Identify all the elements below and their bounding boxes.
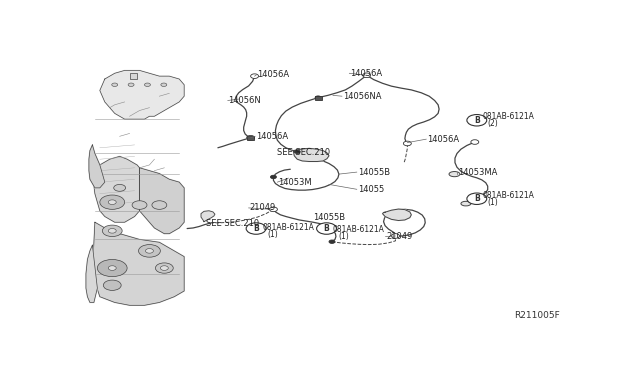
Circle shape [145,83,150,86]
Polygon shape [92,156,140,222]
Text: 081AB-6121A: 081AB-6121A [483,112,534,121]
Circle shape [294,150,300,154]
Circle shape [246,223,266,234]
Polygon shape [92,222,184,305]
Polygon shape [383,209,412,221]
Bar [129,73,137,79]
Circle shape [108,200,116,205]
Text: 14056N: 14056N [228,96,260,105]
Circle shape [328,226,333,230]
Circle shape [471,140,479,144]
Circle shape [132,201,147,209]
Circle shape [108,266,116,270]
Polygon shape [86,245,97,302]
Text: 081AB-6121A: 081AB-6121A [483,190,534,199]
Polygon shape [140,168,184,234]
Text: SEE SEC.210: SEE SEC.210 [207,219,260,228]
Text: SEE SEC.210: SEE SEC.210 [277,148,330,157]
Text: 14056A: 14056A [428,135,460,144]
Text: (1): (1) [488,198,499,207]
Circle shape [329,240,335,243]
Ellipse shape [449,171,460,177]
Circle shape [315,96,321,99]
Bar [247,136,254,140]
Circle shape [403,141,412,146]
Text: 14055B: 14055B [358,168,390,177]
Circle shape [246,135,255,140]
Text: 14056A: 14056A [256,132,288,141]
Circle shape [467,193,487,205]
Polygon shape [89,145,105,188]
Circle shape [269,207,277,212]
Polygon shape [201,211,215,222]
Text: B: B [474,116,479,125]
Circle shape [108,228,116,233]
Text: 081AB-6121A: 081AB-6121A [333,225,385,234]
Bar [315,96,321,100]
Text: (1): (1) [338,232,349,241]
Text: 14056A: 14056A [350,69,383,78]
Circle shape [128,83,134,86]
Circle shape [156,263,173,273]
Text: 14055: 14055 [358,185,384,194]
Text: 21049: 21049 [250,203,276,212]
Text: 14053M: 14053M [278,178,312,187]
Circle shape [271,175,276,179]
Circle shape [161,83,167,86]
Circle shape [112,83,118,86]
Text: (1): (1) [268,230,278,239]
Circle shape [152,201,167,209]
Circle shape [114,185,125,191]
Text: B: B [474,194,479,203]
Text: 081AB-6121A: 081AB-6121A [262,223,314,232]
Polygon shape [293,148,329,161]
Circle shape [363,73,371,78]
Polygon shape [100,70,184,119]
Text: (2): (2) [488,119,499,128]
Ellipse shape [461,201,471,206]
Text: B: B [253,224,259,233]
Circle shape [103,280,121,291]
Text: 14055B: 14055B [313,214,345,222]
Circle shape [100,195,125,209]
Circle shape [138,244,161,257]
Circle shape [102,225,122,237]
Text: B: B [324,224,330,233]
Circle shape [97,260,127,277]
Text: 21049: 21049 [387,232,413,241]
Circle shape [161,266,168,270]
Circle shape [251,74,259,78]
Circle shape [392,234,399,238]
Text: 14056NA: 14056NA [343,92,381,101]
Circle shape [317,223,337,234]
Circle shape [145,248,154,253]
Text: 14053MA: 14053MA [458,168,497,177]
Circle shape [467,115,487,126]
Text: 14056A: 14056A [257,70,290,79]
Text: R211005F: R211005F [515,311,560,320]
